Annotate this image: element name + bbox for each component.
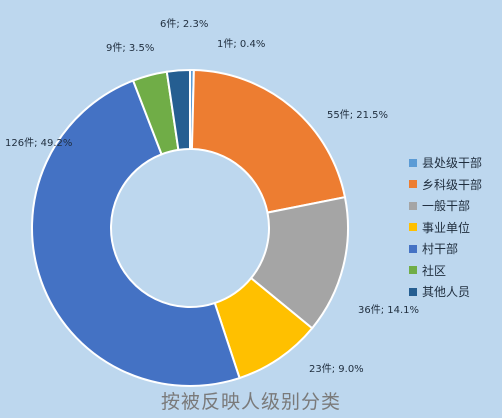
legend-label: 县处级干部 [422,156,483,171]
legend-label: 一般干部 [422,199,471,214]
legend-swatch [409,158,417,167]
legend-label: 村干部 [422,242,459,257]
donut-slice [165,68,191,151]
data-label: 36件; 14.1% [358,304,419,316]
legend-item: 村干部 [409,238,482,260]
legend-swatch [409,266,417,275]
legend: 县处级干部乡科级干部一般干部事业单位村干部社区其他人员 [409,152,482,303]
legend-item: 社区 [409,260,482,282]
legend-item: 县处级干部 [409,152,482,174]
legend-label: 事业单位 [422,220,471,235]
legend-swatch [409,223,417,232]
data-label: 9件; 3.5% [106,42,154,54]
data-labels-group: 1件; 0.4% 55件; 21.5% 36件; 14.1% 23件; 9.0% 126… [5,18,419,375]
legend-swatch [409,180,417,189]
legend-swatch [409,201,417,210]
data-label: 1件; 0.4% [217,38,265,50]
chart-title: 按被反映人级别分类 [160,391,341,413]
legend-swatch [409,244,417,253]
legend-swatch [409,287,417,296]
donut-slice [31,79,241,387]
data-label: 126件; 49.2% [5,137,72,149]
slices-group [31,68,349,387]
legend-item: 一般干部 [409,195,482,217]
data-label: 23件; 9.0% [309,363,364,375]
legend-item: 乡科级干部 [409,174,482,196]
legend-item: 事业单位 [409,217,482,239]
data-label: 6件; 2.3% [160,18,208,30]
legend-label: 乡科级干部 [422,177,483,192]
data-label: 55件; 21.5% [327,109,388,121]
legend-label: 社区 [422,263,447,278]
legend-item: 其他人员 [409,281,482,303]
legend-label: 其他人员 [422,285,471,300]
donut-slice [190,69,347,214]
